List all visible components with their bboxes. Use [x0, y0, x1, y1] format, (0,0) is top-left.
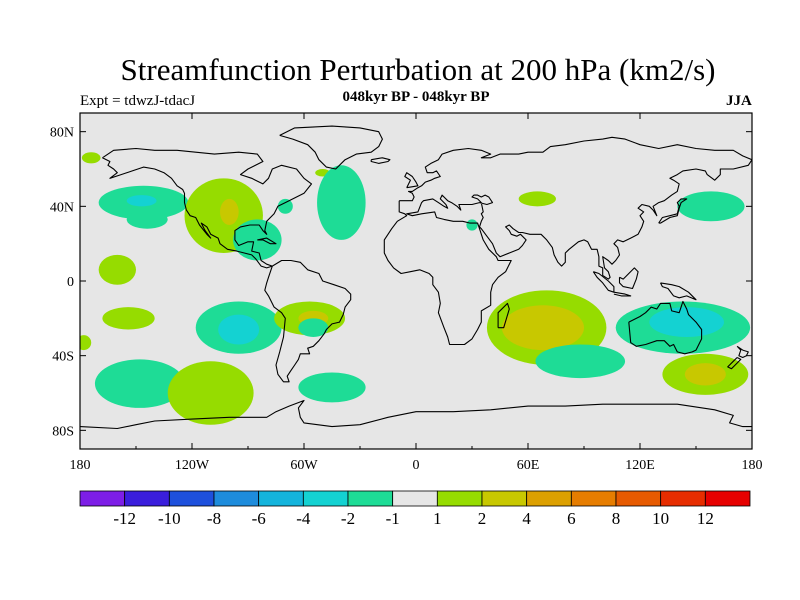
colorbar-label: 1: [433, 509, 442, 528]
colorbar-swatch: [347, 490, 394, 507]
coast-madagascar: [497, 302, 510, 329]
coast-north-america: [102, 147, 313, 269]
perturbation-region-9: [317, 165, 366, 240]
perturbation-region-3: [220, 198, 239, 225]
perturbation-region-23: [535, 344, 626, 379]
perturbation-region-18: [167, 361, 254, 425]
colorbar-swatch: [392, 490, 438, 507]
coast-australia: [628, 300, 703, 355]
lon-tick-label: 120E: [625, 458, 655, 473]
coast-eurasia-africa: [383, 136, 752, 346]
perturbation-region-30: [518, 191, 556, 207]
colorbar-label: -12: [113, 509, 136, 528]
coast-japan: [658, 198, 688, 224]
colorbar-swatch: [704, 490, 751, 507]
season-label: JJA: [726, 93, 752, 109]
lon-tick-label: 180: [70, 458, 91, 473]
colorbar-label: 6: [567, 509, 576, 528]
lat-tick-label: 40S: [52, 350, 74, 365]
perturbation-region-27: [684, 363, 726, 386]
perturbation-region-25: [649, 307, 725, 338]
colorbar-label: 12: [697, 509, 714, 528]
colorbar-swatch: [79, 490, 126, 507]
colorbar-swatch: [660, 490, 706, 507]
perturbation-region-8: [81, 152, 101, 164]
colorbar-label: -2: [341, 509, 355, 528]
experiment-label: Expt = tdwzJ-tdacJ: [80, 93, 196, 109]
coast-borneo: [618, 267, 639, 290]
perturbation-field: [80, 152, 751, 425]
perturbation-region-19: [298, 372, 366, 403]
coast-greenland: [279, 125, 383, 170]
lat-tick-label: 80N: [50, 126, 74, 141]
colorbar: -12 -10 -8 -6 -4 -2 -1 1 2 4 6 8 10 12: [79, 490, 751, 528]
perturbation-region-1: [126, 195, 157, 207]
colorbar-swatch: [615, 490, 662, 507]
perturbation-region-16: [298, 318, 329, 337]
map-title: Streamfunction Perturbation at 200 hPa (…: [120, 52, 716, 87]
perturbation-region-29: [466, 219, 478, 231]
colorbar-label: -10: [158, 509, 181, 528]
colorbar-swatch: [168, 490, 215, 507]
perturbation-region-4: [126, 210, 168, 229]
coastlines: [80, 125, 752, 430]
coast-sumatra-java: [592, 271, 632, 297]
colorbar-label: -6: [252, 509, 266, 528]
perturbation-region-6: [277, 198, 293, 214]
perturbation-region-28: [677, 191, 745, 222]
coast-new-zealand: [727, 345, 749, 370]
lat-axis: 80N 40N 0 40S 80S: [50, 126, 752, 439]
map-subtitle: 048kyr BP - 048kyr BP: [342, 89, 490, 105]
colorbar-label: 2: [478, 509, 487, 528]
coast-new-guinea: [660, 282, 697, 301]
colorbar-swatch: [481, 490, 528, 507]
perturbation-region-11: [102, 307, 155, 330]
colorbar-swatch: [526, 490, 572, 507]
lat-tick-label: 40N: [50, 200, 74, 215]
coast-antarctica: [80, 399, 752, 430]
perturbation-region-17: [94, 359, 185, 408]
colorbar-label: -4: [296, 509, 311, 528]
colorbar-label: -1: [386, 509, 400, 528]
colorbar-swatch: [436, 490, 483, 507]
coast-uk: [404, 172, 419, 189]
lat-tick-label: 80S: [52, 424, 74, 439]
coast-south-america: [264, 259, 352, 383]
lat-tick-label: 0: [67, 275, 74, 290]
perturbation-region-20: [80, 335, 92, 351]
lon-tick-label: 60E: [517, 458, 540, 473]
colorbar-label: 8: [612, 509, 621, 528]
colorbar-swatch: [570, 490, 617, 507]
colorbar-label: 10: [652, 509, 669, 528]
colorbar-label: 4: [522, 509, 531, 528]
lon-tick-label: 0: [413, 458, 420, 473]
lon-tick-label: 60W: [290, 458, 318, 473]
map-plot: 180 120W 60W 0 60E 120E 180 80N 40N 0 40S 80S: [50, 112, 763, 473]
coast-cuba: [257, 237, 277, 245]
colorbar-swatch: [258, 490, 304, 507]
perturbation-region-10: [98, 254, 136, 285]
colorbar-swatch: [213, 490, 260, 507]
lon-tick-label: 180: [742, 458, 763, 473]
perturbation-region-22: [501, 305, 584, 351]
perturbation-region-13: [218, 314, 260, 345]
lon-tick-label: 120W: [175, 458, 210, 473]
coast-iceland: [370, 157, 391, 164]
lon-axis: 180 120W 60W 0 60E 120E 180: [70, 113, 763, 473]
colorbar-label: -8: [207, 509, 221, 528]
colorbar-swatch: [124, 490, 170, 507]
colorbar-swatch: [302, 490, 349, 507]
